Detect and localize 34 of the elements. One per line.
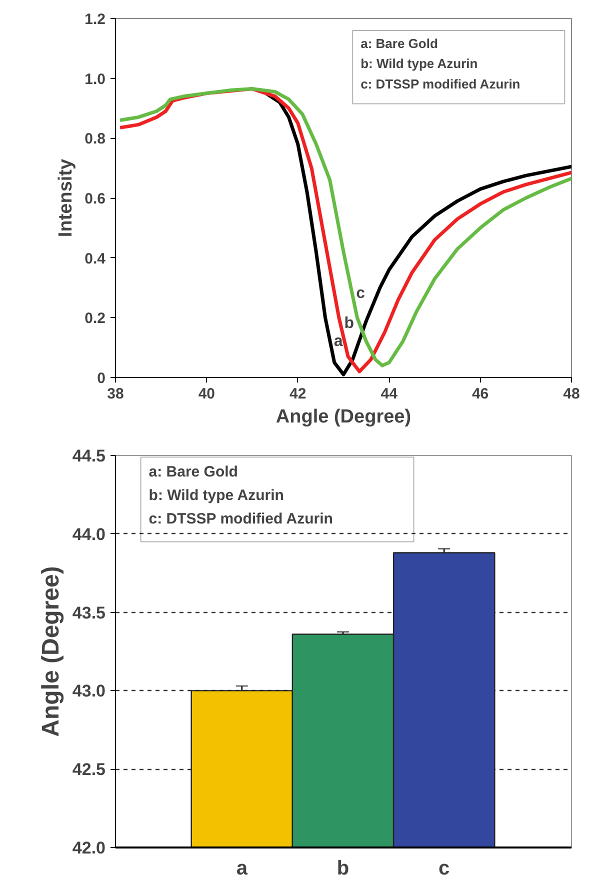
- y-tick-label: 42.0: [72, 838, 106, 858]
- y-tick-label: 1.0: [84, 70, 106, 88]
- x-tick-label: c: [438, 858, 450, 880]
- x-tick-label: 46: [472, 386, 489, 402]
- y-tick-label: 43.5: [72, 603, 106, 622]
- y-tick-label: 0.8: [84, 130, 106, 148]
- y-tick-label: 1.2: [84, 11, 106, 28]
- x-tick-label: b: [336, 858, 350, 880]
- x-tick-label: 40: [198, 386, 216, 402]
- y-axis-title: Intensity: [56, 158, 77, 238]
- annotation: a: [334, 333, 343, 350]
- y-tick-label: 43.0: [72, 682, 106, 701]
- y-tick-label: 0.4: [84, 250, 106, 268]
- annotation: a: Bare Gold: [360, 36, 438, 51]
- annotation: b: Wild type Azurin: [148, 487, 284, 504]
- annotation: a: Bare Gold: [148, 464, 238, 481]
- x-tick-label: 42: [290, 386, 306, 402]
- y-tick-label: 44.0: [72, 524, 106, 544]
- annotation: b: [344, 315, 354, 332]
- annotation: c: [356, 285, 366, 302]
- y-tick-label: 44.5: [72, 446, 106, 466]
- x-tick-label: 44: [380, 386, 398, 402]
- y-tick-label: 0.6: [84, 190, 106, 208]
- y-tick-label: 42.5: [72, 760, 106, 780]
- annotation: c: DTSSP modified Azurin: [148, 510, 333, 528]
- annotation: b: Wild type Azurin: [360, 56, 478, 72]
- y-axis-title: Angle (Degree): [37, 566, 64, 737]
- y-tick-label: 0.2: [84, 310, 106, 328]
- x-axis-title: Angle (Degree): [276, 406, 412, 428]
- x-tick-label: 48: [563, 386, 580, 402]
- x-tick-label: a: [236, 858, 248, 880]
- y-tick-label: 0: [97, 370, 106, 387]
- annotation: c: DTSSP modified Azurin: [360, 76, 520, 92]
- x-tick-label: 38: [107, 386, 124, 402]
